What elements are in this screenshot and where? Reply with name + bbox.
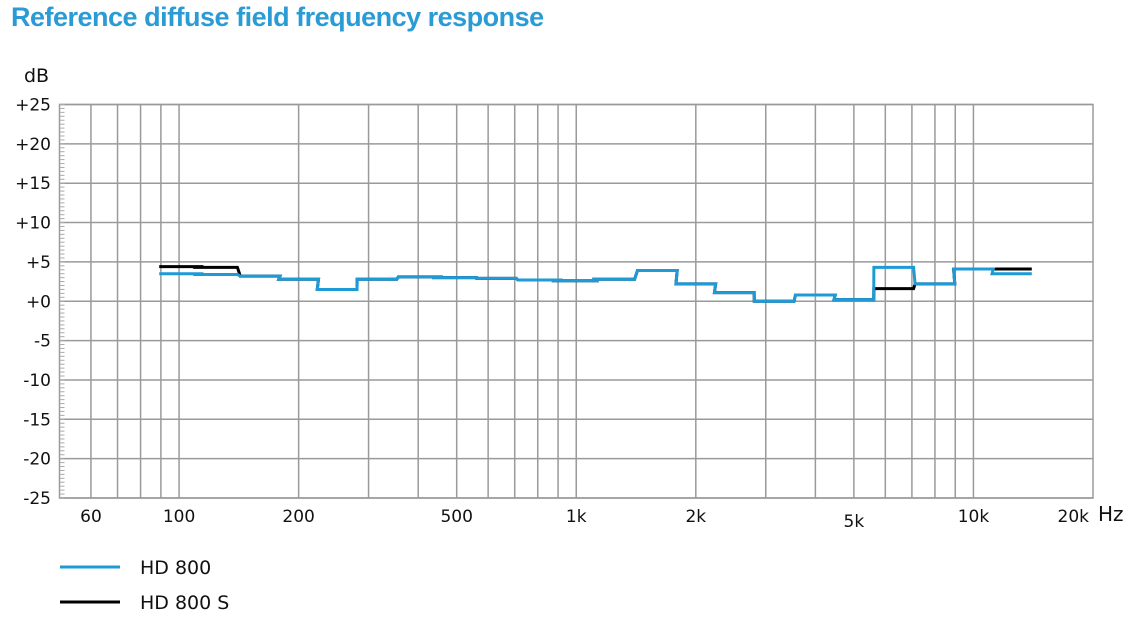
y-tick-label: -20	[23, 450, 51, 470]
x-tick-label: 500	[440, 507, 472, 527]
y-tick-label: -5	[34, 332, 51, 352]
y-tick-label: +25	[15, 96, 51, 116]
series-line-hd-800	[159, 265, 1032, 303]
y-tick-label: +5	[26, 253, 51, 273]
legend-label: HD 800	[140, 557, 211, 579]
chart-title: Reference diffuse field frequency respon…	[11, 2, 544, 32]
series-lines	[159, 265, 1032, 303]
y-axis-label: dB	[24, 65, 49, 87]
y-tick-label: +20	[15, 135, 51, 155]
y-axis: +25 +20 +15 +10 +5 +0 -5 -10 -15 -20 -25	[15, 96, 51, 510]
y-tick-label: -15	[23, 410, 51, 430]
grid	[58, 103, 1094, 499]
legend-label: HD 800 S	[140, 592, 229, 614]
x-tick-label: 200	[282, 507, 314, 527]
y-tick-label: +0	[26, 292, 51, 312]
x-axis: 60 100 200 500 1k 2k 5k 10k 20k	[80, 507, 1089, 532]
legend: HD 800 HD 800 S	[60, 557, 229, 614]
x-tick-label: 60	[80, 507, 102, 527]
x-axis-label: Hz	[1098, 502, 1124, 526]
x-tick-label: 5k	[844, 512, 865, 532]
x-tick-label: 10k	[958, 507, 990, 527]
x-tick-label: 2k	[685, 507, 706, 527]
y-tick-label: +10	[15, 214, 51, 234]
x-tick-label: 20k	[1058, 507, 1090, 527]
series-line-hd-800-s	[159, 265, 1032, 303]
y-tick-label: -10	[23, 371, 51, 391]
y-tick-label: +15	[15, 174, 51, 194]
x-tick-label: 1k	[566, 507, 587, 527]
x-tick-label: 100	[163, 507, 195, 527]
y-tick-label: -25	[23, 489, 51, 509]
